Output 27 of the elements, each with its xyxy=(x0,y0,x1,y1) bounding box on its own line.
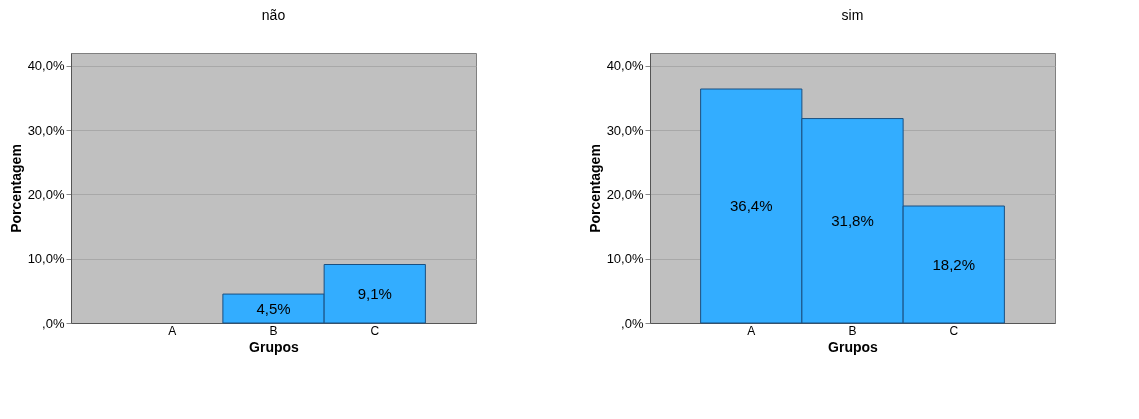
y-tick-label: 40,0% xyxy=(27,58,65,74)
y-tick-label: 10,0% xyxy=(606,251,644,267)
y-tick-label: 30,0% xyxy=(27,122,65,138)
chart-title: sim xyxy=(841,7,864,23)
y-axis-title: Porcentagem xyxy=(586,144,603,233)
data-label: 9,1% xyxy=(357,284,392,302)
data-label: 36,4% xyxy=(729,197,773,214)
x-axis-title: Grupos xyxy=(828,338,879,355)
y-tick-label: 10,0% xyxy=(27,251,65,267)
x-tick-label: A xyxy=(747,323,756,338)
x-tick-label: B xyxy=(269,323,278,338)
y-tick-label: 30,0% xyxy=(606,122,644,138)
y-axis-title: Porcentagem xyxy=(7,144,24,233)
y-tick-label: ,0% xyxy=(621,315,644,331)
x-tick-label: B xyxy=(848,323,857,338)
x-tick-label: C xyxy=(949,323,959,338)
chart-title: não xyxy=(261,7,286,23)
x-axis-title: Grupos xyxy=(249,338,300,355)
x-tick-label: A xyxy=(168,323,177,338)
data-label: 4,5% xyxy=(256,299,291,317)
y-tick-label: 20,0% xyxy=(606,186,644,202)
data-label: 31,8% xyxy=(831,211,874,229)
y-tick-label: ,0% xyxy=(42,315,65,331)
data-label: 18,2% xyxy=(932,255,976,273)
y-tick-label: 20,0% xyxy=(27,186,65,202)
y-tick-label: 40,0% xyxy=(606,58,644,74)
x-tick-label: C xyxy=(370,323,380,338)
